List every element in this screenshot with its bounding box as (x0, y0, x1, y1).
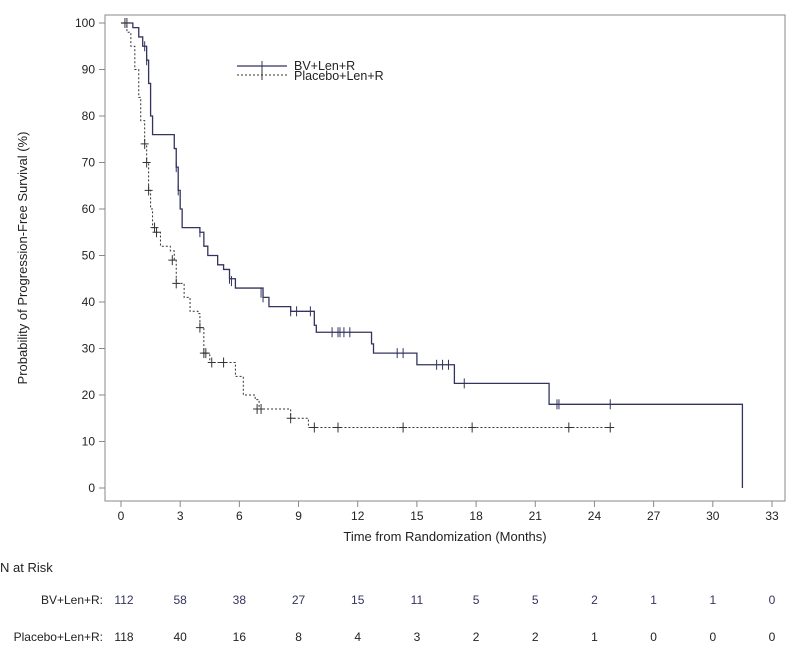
y-tick-label: 100 (75, 16, 95, 30)
x-tick-label: 24 (588, 509, 602, 523)
plot-frame (104, 14, 786, 502)
x-tick-label: 12 (351, 509, 365, 523)
risk-count: 0 (769, 593, 776, 607)
y-tick-label: 10 (82, 435, 96, 449)
risk-table-title: N at Risk (0, 560, 53, 575)
y-tick-label: 30 (82, 342, 96, 356)
y-axis: 0 10 20 30 40 50 60 70 80 90 100 (75, 16, 105, 495)
series-group (120, 18, 744, 488)
x-tick-label: 18 (469, 509, 483, 523)
censor-mark (606, 422, 615, 433)
risk-count: 118 (114, 630, 133, 644)
y-tick-label: 20 (82, 388, 96, 402)
risk-count: 2 (473, 630, 480, 644)
censor-mark (168, 255, 177, 266)
censor-mark (207, 357, 216, 368)
x-tick-label: 33 (765, 509, 779, 523)
risk-count: 8 (295, 630, 302, 644)
risk-count: 1 (709, 593, 716, 607)
censor-mark (257, 403, 266, 414)
censor-mark (399, 422, 408, 433)
risk-count: 2 (532, 630, 539, 644)
risk-count: 16 (233, 630, 247, 644)
legend-label-bv: BV+Len+R (294, 59, 355, 73)
censor-mark (172, 278, 181, 289)
y-tick-label: 40 (82, 295, 96, 309)
legend: BV+Len+R Placebo+Len+R (237, 59, 384, 83)
y-tick-label: 0 (88, 481, 95, 495)
risk-count: 27 (292, 593, 306, 607)
y-axis-label: Probability of Progression-Free Survival… (15, 132, 30, 385)
risk-count: 38 (233, 593, 247, 607)
x-tick-label: 15 (410, 509, 424, 523)
risk-table: BV+Len+R: 112 58 38 27 15 11 5 5 2 1 1 0Placebo+Len+… (14, 593, 776, 644)
censor-mark (310, 422, 319, 433)
x-axis-label: Time from Randomization (Months) (343, 529, 546, 544)
x-tick-label: 0 (118, 509, 125, 523)
censor-mark (144, 185, 153, 196)
censor-mark (152, 227, 161, 238)
risk-count: 58 (174, 593, 188, 607)
censor-mark (219, 357, 228, 368)
censor-mark (150, 222, 159, 233)
risk-count: 5 (473, 593, 480, 607)
censor-mark (140, 138, 149, 149)
risk-row-label: Placebo+Len+R: (14, 630, 103, 644)
km-curve-bv (121, 22, 744, 488)
risk-row-label: BV+Len+R: (41, 593, 103, 607)
risk-count: 11 (411, 593, 424, 607)
y-tick-label: 70 (82, 156, 96, 170)
censor-mark (142, 157, 151, 168)
y-tick-label: 50 (82, 249, 96, 263)
risk-count: 5 (532, 593, 539, 607)
x-tick-label: 30 (706, 509, 720, 523)
risk-count: 0 (650, 630, 657, 644)
risk-count: 40 (174, 630, 188, 644)
censor-mark (201, 348, 210, 359)
censor-mark (286, 413, 295, 424)
risk-count: 0 (769, 630, 776, 644)
y-tick-label: 90 (82, 63, 96, 77)
x-axis: 0 3 6 9 12 15 18 21 24 27 30 33 (118, 501, 779, 523)
risk-count: 4 (354, 630, 361, 644)
censor-mark (334, 422, 342, 433)
x-tick-label: 21 (529, 509, 543, 523)
censor-mark (468, 422, 477, 433)
x-tick-label: 3 (177, 509, 184, 523)
censor-mark (195, 322, 204, 333)
y-tick-label: 60 (82, 202, 96, 216)
legend-label-placebo: Placebo+Len+R (294, 69, 384, 83)
risk-count: 1 (591, 630, 598, 644)
risk-count: 112 (114, 593, 133, 607)
risk-count: 1 (650, 593, 657, 607)
x-tick-label: 27 (647, 509, 661, 523)
censor-mark (120, 18, 129, 28)
censor-mark (564, 422, 573, 433)
km-curve-placebo (121, 22, 611, 429)
risk-count: 3 (414, 630, 421, 644)
x-tick-label: 9 (295, 509, 302, 523)
risk-count: 15 (351, 593, 365, 607)
risk-count: 2 (591, 593, 598, 607)
x-tick-label: 6 (236, 509, 243, 523)
y-tick-label: 80 (82, 109, 96, 123)
risk-count: 0 (709, 630, 716, 644)
